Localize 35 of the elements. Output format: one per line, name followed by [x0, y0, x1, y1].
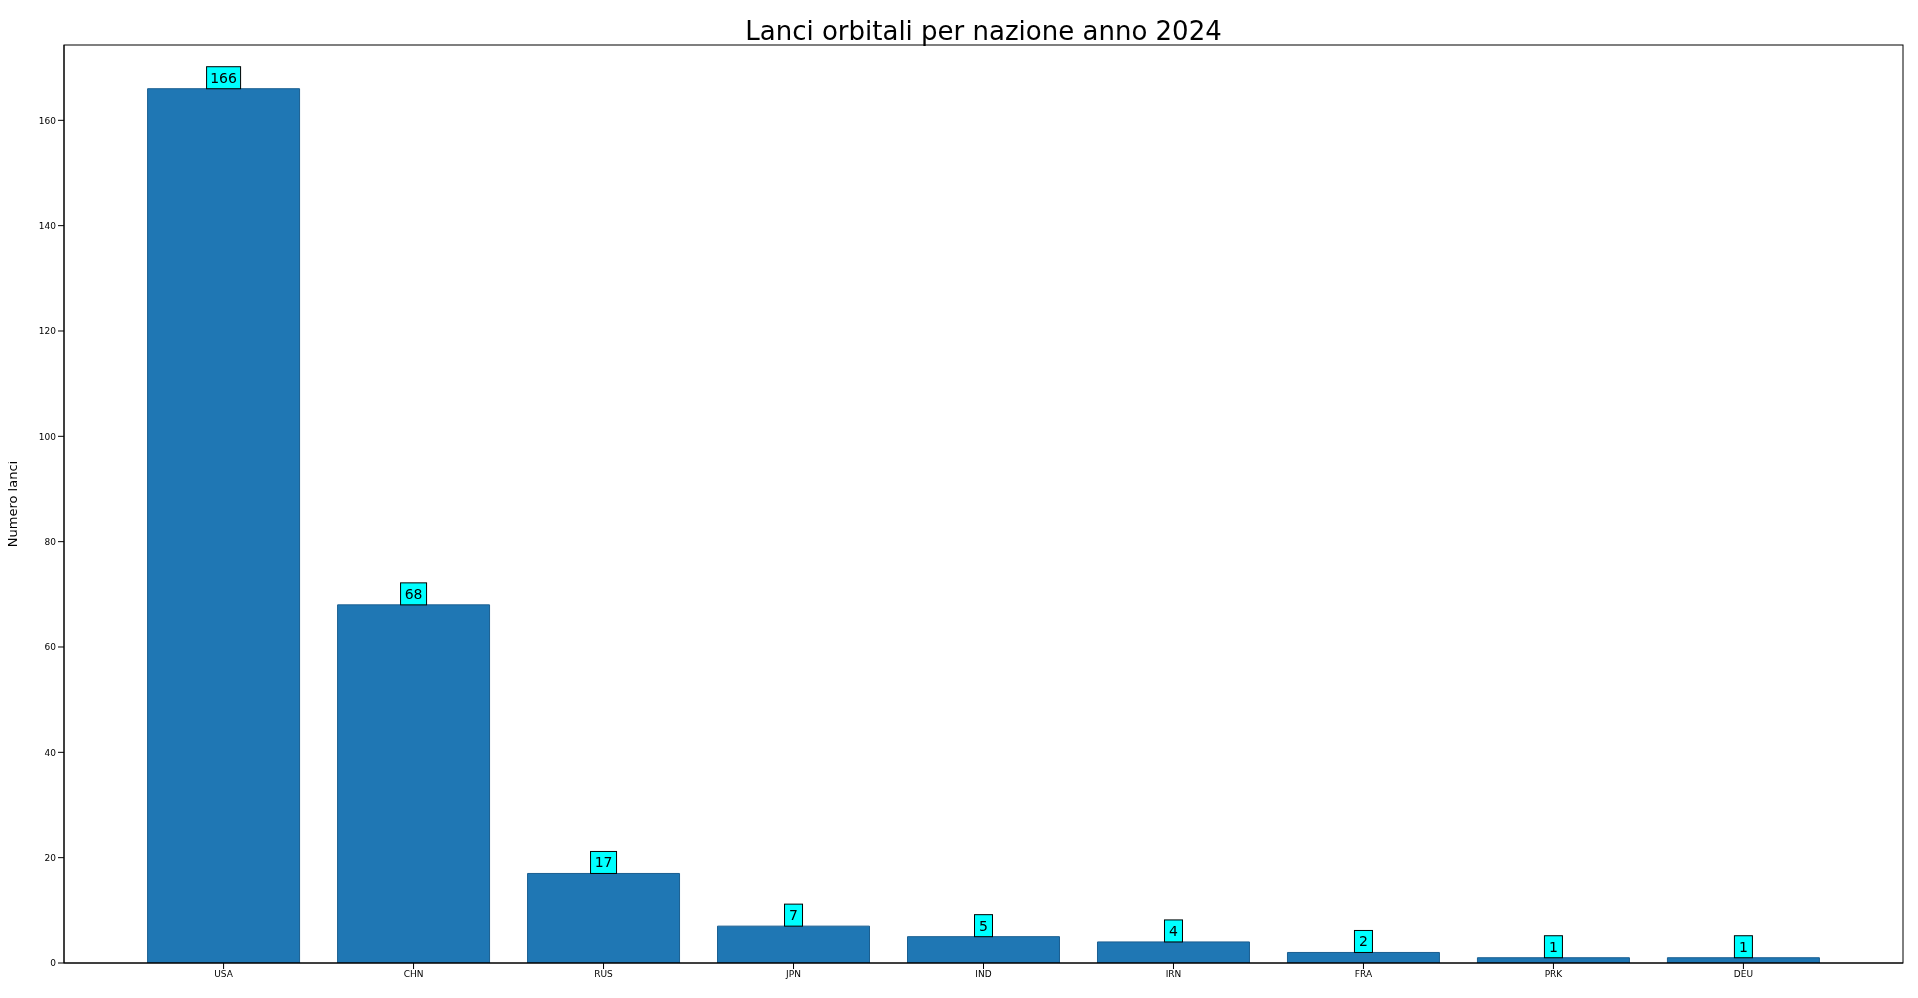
chart-title: Lanci orbitali per nazione anno 2024 [744, 16, 1223, 46]
data-label: 1 [1738, 938, 1748, 955]
bar [907, 936, 1060, 963]
x-tick-label: DEU [1733, 969, 1754, 980]
bar [147, 88, 301, 963]
data-label: 2 [1359, 933, 1368, 950]
y-tick-label: 120 [38, 326, 57, 337]
data-label: 4 [1169, 922, 1179, 939]
y-tick-label: 100 [38, 431, 57, 442]
x-tick-label: IRN [1165, 969, 1182, 980]
bar [1096, 941, 1250, 963]
bar [1286, 951, 1440, 963]
x-tick-label: CHN [403, 969, 424, 980]
y-tick-label: 60 [44, 642, 57, 653]
data-label: 1 [1548, 938, 1558, 955]
y-tick-label: 160 [38, 115, 57, 126]
x-tick-label: FRA [1354, 969, 1373, 980]
x-tick-label: JPN [785, 969, 801, 980]
x-tick-label: PRK [1544, 969, 1564, 980]
data-label: 68 [404, 585, 423, 602]
bar [337, 604, 491, 963]
y-tick-label: 40 [44, 747, 57, 758]
data-label: 17 [594, 854, 613, 871]
y-tick-label: 80 [44, 536, 57, 547]
y-tick-label: 140 [38, 220, 57, 231]
bar [527, 872, 681, 963]
bar [717, 925, 871, 963]
data-label: 166 [210, 69, 238, 86]
data-label: 7 [789, 907, 798, 924]
y-tick-label: 0 [50, 958, 57, 969]
y-tick-label: 20 [44, 852, 57, 863]
data-label: 5 [979, 917, 988, 934]
x-tick-label: IND [975, 969, 992, 980]
x-tick-label: USA [214, 969, 234, 980]
x-tick-label: RUS [594, 969, 614, 980]
